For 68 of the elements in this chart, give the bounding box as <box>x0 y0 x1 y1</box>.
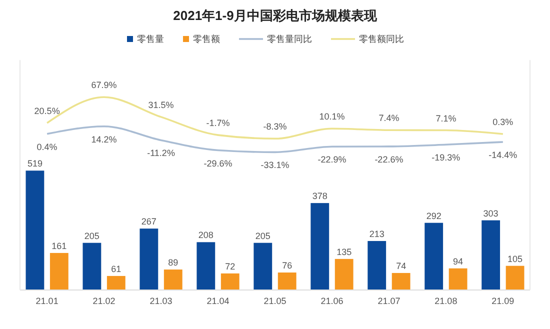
bar <box>164 270 182 290</box>
legend-label: 零售额 <box>193 34 220 44</box>
data-label: 61 <box>111 264 122 274</box>
bar <box>26 170 44 290</box>
data-label: 89 <box>168 258 178 268</box>
data-label: 292 <box>426 210 442 221</box>
data-label: 135 <box>336 246 352 257</box>
bar <box>196 242 216 290</box>
bar <box>368 241 386 290</box>
x-tick-label: 21.03 <box>150 296 172 306</box>
bar <box>392 272 410 290</box>
bar <box>106 276 126 290</box>
x-tick-label: 21.02 <box>92 296 116 306</box>
bar <box>310 203 330 290</box>
bar <box>448 268 468 290</box>
data-label: 208 <box>198 230 214 240</box>
bar <box>82 242 102 290</box>
data-label: 267 <box>141 216 156 227</box>
data-label: 7.4% <box>378 113 400 124</box>
bar <box>424 222 444 290</box>
data-label: -33.1% <box>260 160 290 170</box>
data-label: 94 <box>453 256 464 266</box>
data-label: 205 <box>84 230 100 241</box>
data-label: -1.7% <box>206 118 230 128</box>
data-label: 67.9% <box>91 80 117 90</box>
x-tick-label: 21.04 <box>206 296 230 306</box>
data-label: -8.3% <box>263 122 287 132</box>
data-label: -22.6% <box>374 154 404 164</box>
data-label: 14.2% <box>91 134 117 144</box>
chart-title: 2021年1-9月中国彩电市场规模表现 <box>173 8 378 23</box>
bar <box>254 242 272 290</box>
data-label: 72 <box>225 261 236 272</box>
data-label: 0.3% <box>492 116 514 127</box>
data-label: 378 <box>312 191 328 202</box>
data-label: 105 <box>508 254 523 264</box>
data-label: 31.5% <box>148 100 174 110</box>
data-label: 519 <box>27 158 42 169</box>
data-label: 0.4% <box>36 142 58 152</box>
data-label: -14.4% <box>488 150 518 160</box>
legend-label: 零售量 <box>137 34 164 44</box>
x-tick-label: 21.01 <box>36 296 58 306</box>
data-label: -11.2% <box>147 148 175 158</box>
x-tick-label: 21.08 <box>434 296 458 306</box>
legend-label: 零售额同比 <box>359 34 404 44</box>
data-label: 205 <box>255 230 270 241</box>
bar <box>278 272 296 290</box>
data-label: -19.3% <box>432 152 460 163</box>
data-label: 20.5% <box>34 106 60 116</box>
x-tick-label: 21.05 <box>264 296 286 306</box>
legend-label: 零售量同比 <box>267 34 312 44</box>
bar <box>482 220 500 290</box>
x-tick-label: 21.06 <box>320 296 344 306</box>
bar <box>220 273 240 290</box>
data-label: 74 <box>396 260 406 271</box>
data-label: 213 <box>369 229 384 240</box>
data-label: -29.6% <box>204 158 232 168</box>
bar <box>50 252 68 290</box>
data-label: 7.1% <box>436 113 456 124</box>
x-tick-label: 21.09 <box>492 296 514 306</box>
data-label: 303 <box>483 208 498 218</box>
data-label: -22.9% <box>318 154 346 165</box>
bar <box>334 258 354 290</box>
data-label: 161 <box>52 240 67 251</box>
bar <box>506 266 524 290</box>
data-label: 10.1% <box>319 112 345 122</box>
data-label: 76 <box>282 260 292 271</box>
x-tick-label: 21.07 <box>378 296 400 306</box>
bar <box>140 228 158 290</box>
